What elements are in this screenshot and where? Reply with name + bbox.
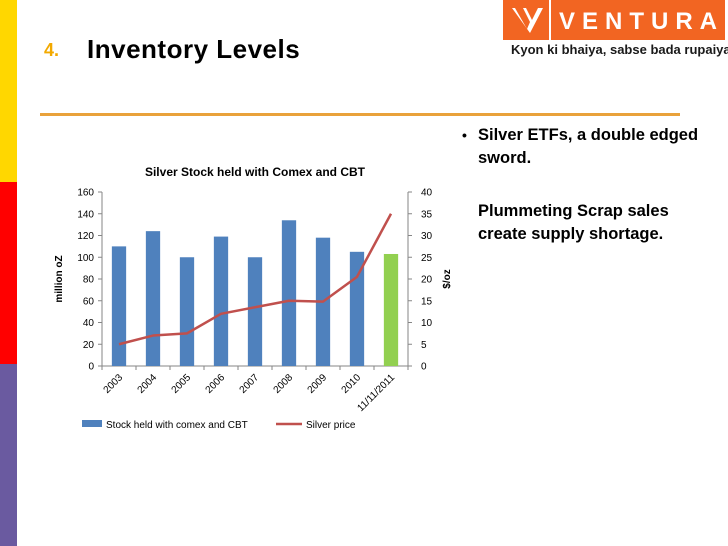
y2-tick-label: 25 xyxy=(421,253,433,264)
bar xyxy=(111,246,127,366)
y2-tick-label: 20 xyxy=(421,275,433,286)
bar xyxy=(179,257,195,366)
y2-tick-label: 35 xyxy=(421,209,433,220)
y-tick-label: 120 xyxy=(77,231,94,242)
logo-wordmark: VENTURA xyxy=(559,8,725,35)
y-tick-label: 140 xyxy=(77,209,94,220)
y-axis-label: million oZ xyxy=(54,255,65,302)
bullet-dot-icon: • xyxy=(462,127,467,143)
bullet-item: • Silver ETFs, a double edged sword. xyxy=(462,124,712,170)
legend-swatch-bars xyxy=(82,420,102,427)
y-tick-label: 160 xyxy=(77,188,94,199)
bar xyxy=(145,231,161,366)
bar xyxy=(213,236,229,366)
accent-stripe-red xyxy=(0,182,17,364)
y2-tick-label: 40 xyxy=(421,188,433,199)
bar xyxy=(247,257,263,366)
y-tick-label: 0 xyxy=(88,362,94,373)
y-tick-label: 80 xyxy=(83,275,95,286)
chart-title: Silver Stock held with Comex and CBT xyxy=(145,165,366,179)
legend-label-line: Silver price xyxy=(306,420,356,431)
x-tick-label: 2008 xyxy=(272,372,296,396)
y2-axis-label: $/oz xyxy=(442,269,453,288)
y2-tick-label: 5 xyxy=(421,340,427,351)
x-tick-label: 2003 xyxy=(102,372,126,396)
x-tick-label: 2004 xyxy=(136,372,160,396)
accent-stripe-purple xyxy=(0,364,17,546)
x-tick-label: 11/11/2011 xyxy=(356,372,398,414)
slide-title: Inventory Levels xyxy=(87,34,301,64)
y-tick-label: 60 xyxy=(83,296,95,307)
y-tick-label: 40 xyxy=(83,318,95,329)
y2-tick-label: 30 xyxy=(421,231,433,242)
bullet-text-etf: Silver ETFs, a double edged sword. xyxy=(478,126,699,167)
silver-price-line xyxy=(118,213,393,346)
y2-tick-label: 15 xyxy=(421,296,433,307)
x-tick-label: 2009 xyxy=(306,372,330,396)
slide-number: 4. xyxy=(44,40,60,60)
x-tick-label: 2010 xyxy=(340,372,364,396)
ventura-logo: VENTURA Kyon ki bhaiya, sabse bada rupai… xyxy=(503,0,728,68)
bar xyxy=(383,253,399,366)
logo-tagline: Kyon ki bhaiya, sabse bada rupaiya. xyxy=(511,42,728,57)
logo-wordmark-bar xyxy=(551,0,725,40)
y2-tick-label: 0 xyxy=(421,362,427,373)
accent-stripe-yellow xyxy=(0,0,17,182)
silver-stock-chart: Silver Stock held with Comex and CBT 0 20 4… xyxy=(40,150,460,450)
bullet-list: • Silver ETFs, a double edged sword. Plu… xyxy=(462,124,712,246)
title-divider xyxy=(40,113,680,116)
bullet-text-scrap: Plummeting Scrap sales create supply sho… xyxy=(478,202,669,243)
y-tick-label: 20 xyxy=(83,340,95,351)
x-tick-label: 2006 xyxy=(204,372,228,396)
y-tick-label: 100 xyxy=(77,253,94,264)
logo-mark xyxy=(503,0,549,40)
chart-svg: Silver Stock held with Comex and CBT 0 20 4… xyxy=(54,165,453,431)
y2-tick-label: 10 xyxy=(421,318,433,329)
x-tick-label: 2005 xyxy=(170,372,194,396)
bar xyxy=(281,220,297,366)
legend-label-bars: Stock held with comex and CBT xyxy=(106,420,248,431)
x-tick-label: 2007 xyxy=(238,372,262,396)
